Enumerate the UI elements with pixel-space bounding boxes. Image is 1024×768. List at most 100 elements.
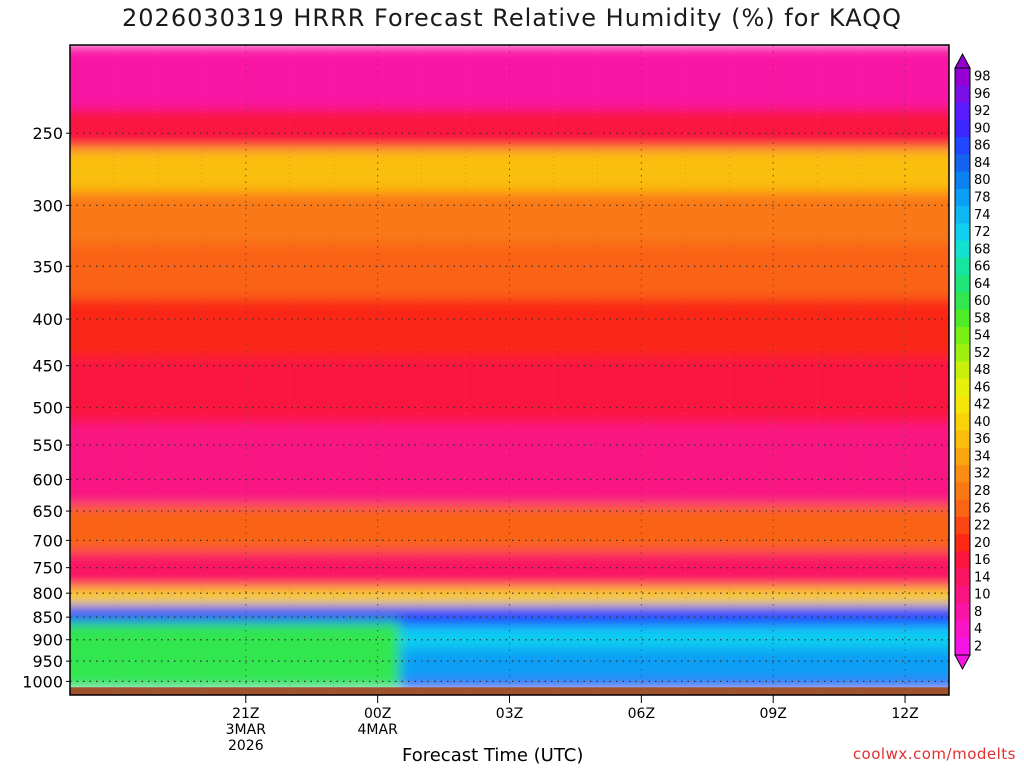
colorbar-label: 60 [974,294,991,309]
rh-layer-0 [70,45,949,110]
colorbar-label: 96 [974,87,991,102]
colorbar-swatch [955,516,970,535]
rh-layer-8 [70,504,949,553]
colorbar-label: 8 [974,605,982,620]
credit-text[interactable]: coolwx.com/modelts [852,745,1016,763]
rh-layer-10 [70,588,949,607]
colorbar-label: 4 [974,622,982,637]
colorbar-swatch [955,413,970,432]
colorbar-label: 16 [974,553,991,568]
rh-layer-4 [70,243,949,300]
colorbar-swatch [955,551,970,570]
colorbar-label: 54 [974,329,991,344]
rh-layer-3 [70,191,949,245]
y-tick-label: 950 [32,652,63,671]
y-tick-label: 250 [32,124,63,143]
colorbar-label: 52 [974,346,991,361]
colorbar-swatch [955,240,970,259]
colorbar-swatch [955,188,970,207]
colorbar-label: 32 [974,467,991,482]
colorbar-swatch [955,344,970,362]
colorbar-swatch [955,637,970,656]
colorbar-label: 28 [974,484,991,499]
colorbar-label: 84 [974,156,991,171]
y-tick-label: 900 [32,631,63,650]
colorbar-label: 68 [974,242,991,257]
y-tick-label: 500 [32,398,63,417]
y-tick-label: 850 [32,608,63,627]
y-tick-label: 350 [32,257,63,276]
colorbar-label: 72 [974,225,991,240]
grid-lines [69,45,950,695]
colorbar-label: 2 [974,639,982,654]
colorbar-label: 98 [974,70,991,85]
colorbar-bottom-arrow [954,654,971,671]
x-axis-title: Forecast Time (UTC) [402,745,584,766]
colorbar-label: 86 [974,139,991,154]
rh-layer-7 [70,422,949,506]
x-tick-label: 06Z [628,706,655,722]
x-tick-label: 09Z [759,706,786,722]
x-tick-label: 12Z [891,706,918,722]
colorbar-swatch [955,154,970,173]
rh-layer-5 [70,298,949,358]
y-tick-label: 300 [32,196,63,215]
y-tick-label: 550 [32,436,63,455]
colorbar-label: 80 [974,173,991,188]
colorbar-swatch [955,309,970,328]
colorbar-label: 48 [974,363,991,378]
rh-layer-14 [70,681,949,689]
colorbar-swatch [955,585,970,604]
colorbar-swatch [955,326,970,345]
colorbar-swatch [955,620,970,639]
colorbar-label: 20 [974,536,991,551]
colorbar-swatch [955,275,970,293]
colorbar-swatch [955,85,970,104]
colorbar-swatch [955,206,970,224]
colorbar-swatch [955,223,970,242]
colorbar-swatch [955,568,970,587]
colorbar-swatch [955,396,970,414]
colorbar-swatch [955,465,970,483]
colorbar-frame [954,67,971,656]
colorbar-swatch [955,171,970,190]
y-tick-label: 650 [32,502,63,521]
chart-title: 2026030319 HRRR Forecast Relative Humidi… [122,4,902,32]
rh-moist-early [70,621,400,688]
x-tick-label: 4MAR [358,722,399,738]
colorbar-label: 34 [974,449,991,464]
colorbar-label: 10 [974,588,991,603]
rh-layer-9 [70,551,949,590]
humidity-field [70,45,949,695]
colorbar-label: 90 [974,121,991,136]
y-tick-label: 750 [32,559,63,578]
colorbar-swatch [955,257,970,276]
colorbar-swatch [955,603,970,621]
colorbar-swatch [955,292,970,311]
colorbar-label: 14 [974,570,991,585]
colorbar-top-arrow [954,52,971,69]
colorbar-label: 78 [974,190,991,205]
colorbar-label: 36 [974,432,991,447]
x-tick-label: 00Z [364,706,391,722]
colorbar-swatch [955,137,970,155]
ground-band [70,687,949,695]
colorbar-swatch [955,499,970,518]
colorbar-label: 42 [974,398,991,413]
y-tick-label: 800 [32,584,63,603]
colorbar-swatch [955,119,970,138]
x-tick-label: 03Z [496,706,523,722]
colorbar-label: 58 [974,311,991,326]
colorbar: 9896929086848078747268666460585452484642… [954,52,991,671]
colorbar-swatch [955,447,970,466]
colorbar-label: 64 [974,277,991,292]
colorbar-label: 74 [974,208,991,223]
colorbar-label: 92 [974,104,991,119]
colorbar-label: 26 [974,501,991,516]
y-tick-label: 450 [32,357,63,376]
x-tick-label: 21Z [232,706,259,722]
rh-layer-2 [70,148,949,193]
colorbar-label: 22 [974,519,991,534]
colorbar-label: 40 [974,415,991,430]
